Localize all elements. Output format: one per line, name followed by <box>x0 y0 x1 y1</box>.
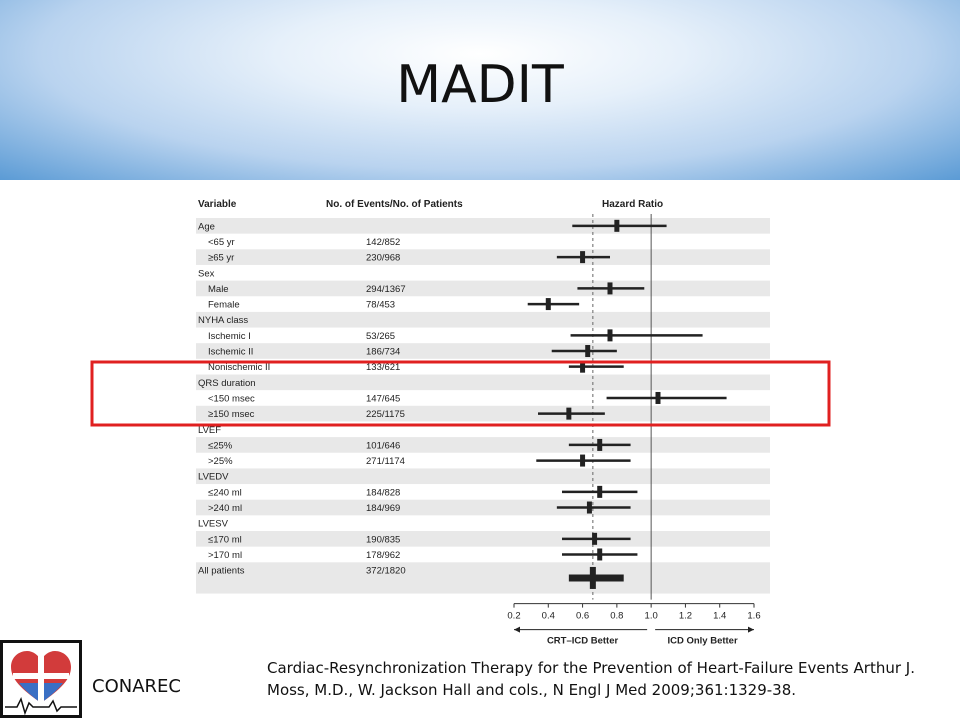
point-estimate <box>580 251 586 264</box>
row-events: 230/968 <box>366 253 400 264</box>
row-events: 294/1367 <box>366 284 406 295</box>
row-label: LVEF <box>198 425 221 436</box>
column-header-variable: Variable <box>198 199 237 210</box>
point-estimate <box>597 485 603 498</box>
row-band <box>196 562 770 594</box>
row-label: ≤25% <box>208 440 233 451</box>
row-label: NYHA class <box>198 315 248 326</box>
row-events: 101/646 <box>366 440 400 451</box>
row-label: ≤240 ml <box>208 487 242 498</box>
slide-title: MADIT <box>396 55 564 115</box>
row-label: <65 yr <box>208 237 235 248</box>
x-tick-label: 0.6 <box>576 611 589 622</box>
row-band <box>196 311 770 328</box>
row-events: 184/828 <box>366 487 400 498</box>
point-estimate <box>597 438 603 451</box>
point-estimate <box>580 360 586 373</box>
row-events: 147/645 <box>366 393 400 404</box>
row-events: 372/1820 <box>366 566 406 577</box>
point-estimate <box>592 532 598 545</box>
point-estimate <box>545 298 551 311</box>
row-events: 178/962 <box>366 550 400 561</box>
row-label: Ischemic I <box>208 331 251 342</box>
column-header-hazard-ratio: Hazard Ratio <box>602 199 663 210</box>
row-label: LVESV <box>198 519 229 530</box>
row-label: >170 ml <box>208 550 242 561</box>
left-direction-label: CRT–ICD Better <box>547 636 619 647</box>
row-events: 142/852 <box>366 237 400 248</box>
point-estimate <box>597 548 603 561</box>
left-arrowhead <box>514 626 520 633</box>
row-band <box>196 531 770 547</box>
row-band <box>196 280 770 297</box>
row-events: 184/969 <box>366 503 400 514</box>
point-estimate <box>580 454 586 467</box>
row-label: All patients <box>198 566 245 577</box>
row-label: ≥150 msec <box>208 409 255 420</box>
row-label: Female <box>208 300 240 311</box>
x-tick-label: 1.6 <box>747 611 760 622</box>
point-estimate <box>607 282 613 295</box>
right-arrowhead <box>748 626 754 633</box>
row-label: <150 msec <box>208 393 255 404</box>
row-label: Nonischemic II <box>208 362 270 373</box>
forest-plot: Variable No. of Events/No. of Patients Haz… <box>196 199 770 647</box>
row-band <box>196 499 770 516</box>
row-events: 133/621 <box>366 362 400 373</box>
row-label: Ischemic II <box>208 347 253 358</box>
point-estimate <box>614 219 620 232</box>
row-label: Male <box>208 284 229 295</box>
row-label: Age <box>198 221 215 232</box>
x-tick-label: 1.4 <box>713 611 726 622</box>
row-events: 225/1175 <box>366 409 405 420</box>
conarec-logo <box>0 640 82 718</box>
brand-name: CONAREC <box>92 676 181 697</box>
row-label: LVEDV <box>198 472 229 483</box>
point-estimate <box>607 329 613 342</box>
row-label: QRS duration <box>198 378 256 389</box>
row-label: Sex <box>198 268 215 279</box>
row-band <box>196 343 770 359</box>
x-tick-label: 0.4 <box>542 611 555 622</box>
row-label: >25% <box>208 456 233 467</box>
row-band <box>196 437 770 453</box>
right-direction-label: ICD Only Better <box>667 636 738 647</box>
point-estimate <box>586 501 592 514</box>
x-tick-label: 0.8 <box>610 611 623 622</box>
row-band <box>196 249 770 265</box>
row-band <box>196 218 770 234</box>
point-estimate <box>566 407 572 420</box>
row-label: ≤170 ml <box>208 534 242 545</box>
x-tick-label: 0.2 <box>507 611 520 622</box>
point-estimate <box>585 345 591 358</box>
row-events: 271/1174 <box>366 456 405 467</box>
row-band <box>196 468 770 485</box>
row-events: 186/734 <box>366 347 400 358</box>
x-tick-label: 1.2 <box>679 611 692 622</box>
row-events: 190/835 <box>366 534 400 545</box>
row-band <box>196 405 770 422</box>
highlight-box <box>90 360 831 427</box>
row-label: ≥65 yr <box>208 253 234 264</box>
row-label: >240 ml <box>208 503 242 514</box>
title-banner <box>0 0 960 180</box>
point-estimate <box>655 391 661 404</box>
point-estimate <box>589 566 596 589</box>
row-events: 78/453 <box>366 300 395 311</box>
row-band <box>196 374 770 391</box>
x-tick-label: 1.0 <box>645 611 658 622</box>
column-header-events: No. of Events/No. of Patients <box>326 199 463 210</box>
row-events: 53/265 <box>366 331 395 342</box>
citation-text: Cardiac-Resynchronization Therapy for th… <box>267 659 915 699</box>
